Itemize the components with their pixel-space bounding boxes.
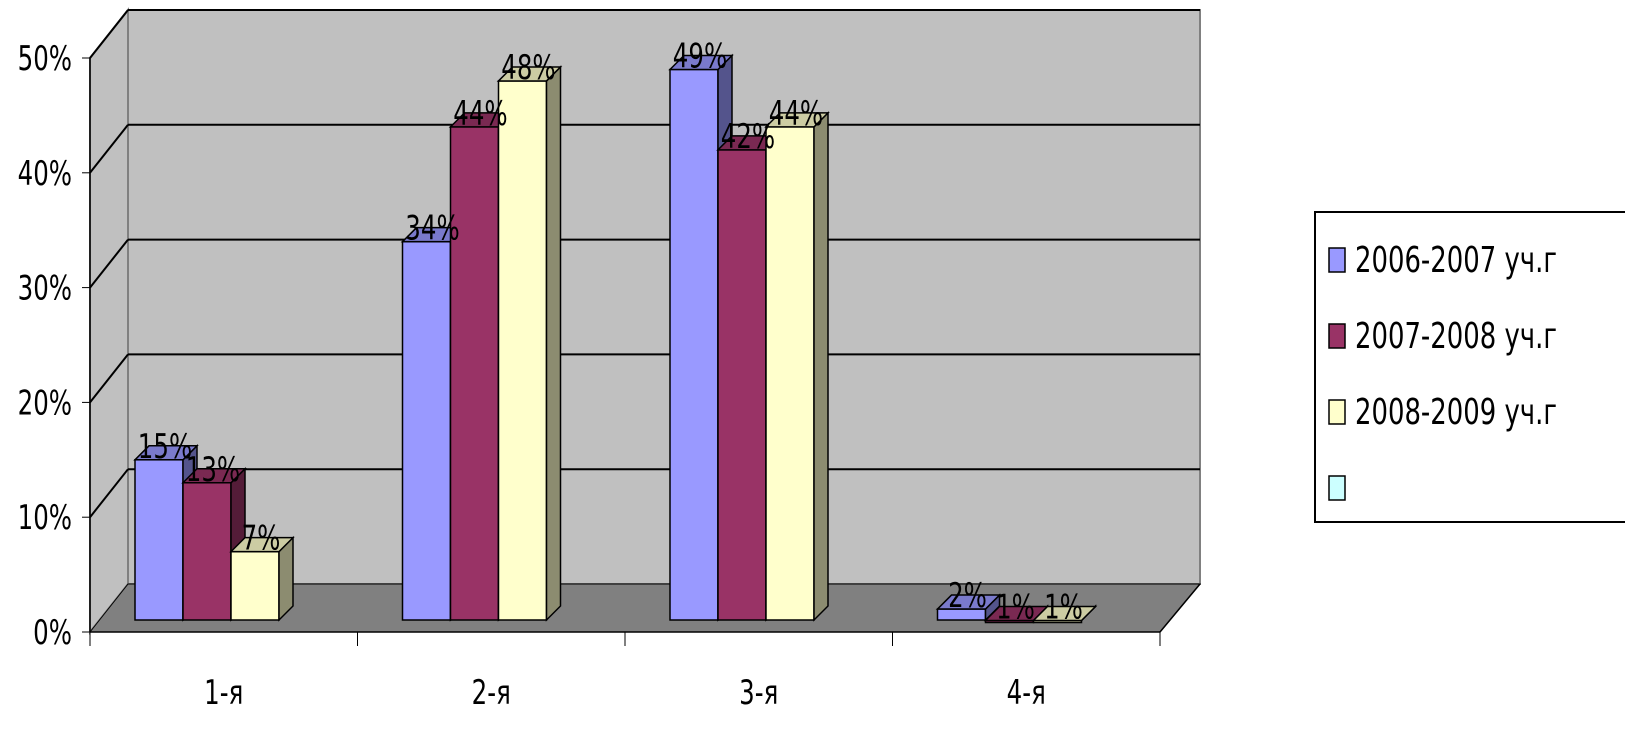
data-label: 48% [501, 48, 555, 87]
category-label: 2-я [472, 673, 511, 712]
gridline-side [89, 238, 129, 289]
data-labels: 15%13%7%34%44%48% 49%42%44%2% 1% 1% [138, 36, 1083, 626]
gridline-side [89, 468, 129, 518]
bar-top [1031, 605, 1098, 622]
category-label: 3-я [739, 673, 778, 712]
y-tick-label: 20% [18, 383, 72, 422]
bar [230, 550, 280, 621]
data-label: 1% [996, 588, 1035, 627]
y-tick-label: 50% [18, 39, 72, 78]
bar-top [935, 594, 1002, 610]
data-label: 7% [242, 519, 281, 558]
data-label: 34% [405, 209, 459, 248]
data-label: 13% [186, 450, 240, 489]
bar [669, 68, 719, 621]
legend-swatch [1328, 247, 1346, 273]
data-label: 1% [1044, 588, 1083, 627]
legend: 2006-2007 уч.г 2007-2008 уч.г 2008-2009 уч… [1314, 211, 1625, 523]
gridline-side [89, 9, 129, 59]
bar-top [133, 445, 199, 461]
bar [401, 240, 452, 621]
y-tick-label: 40% [18, 154, 72, 193]
x-axis-depth [1159, 583, 1201, 633]
data-label: 15% [138, 427, 192, 466]
legend-swatch [1328, 323, 1346, 349]
bar [182, 482, 232, 621]
data-label: 49% [673, 36, 727, 75]
bar [717, 149, 767, 621]
bar-top [764, 112, 830, 128]
data-label: 44% [769, 94, 823, 133]
legend-swatch [1328, 399, 1346, 425]
back-wall [127, 9, 1201, 585]
data-label: 44% [453, 94, 507, 133]
data-label: 2% [948, 576, 987, 615]
legend-label: 2008-2009 уч.г [1355, 392, 1557, 433]
bar-top [496, 66, 563, 82]
bar-top [229, 536, 295, 553]
bars [133, 53, 1098, 624]
side-wall [89, 7, 129, 635]
y-tick-label: 0% [33, 613, 72, 652]
gridlines [89, 9, 1200, 518]
bar [134, 459, 184, 621]
legend-swatch [1328, 475, 1346, 501]
y-tick-label: 30% [18, 269, 72, 308]
bar-side [545, 65, 562, 622]
data-label: 42% [721, 117, 775, 156]
bar-top [668, 54, 734, 71]
bar [497, 80, 548, 621]
bar [765, 126, 815, 621]
category-label: 1-я [204, 673, 243, 712]
gridline-side [89, 124, 129, 174]
bar-top [181, 468, 247, 484]
category-label: 4-я [1007, 673, 1046, 712]
gridline-side [89, 353, 129, 404]
legend-label: 2006-2007 уч.г [1355, 240, 1557, 281]
legend-label: 2007-2008 уч.г [1355, 316, 1557, 357]
y-tick-label: 10% [18, 498, 72, 537]
bar-side [813, 111, 829, 622]
legend-box [1314, 211, 1625, 523]
bar [449, 126, 500, 621]
axes: 0% 10% 20% 30% 40% 50% 1-я 2-я 3-я 4-я [18, 39, 1201, 712]
